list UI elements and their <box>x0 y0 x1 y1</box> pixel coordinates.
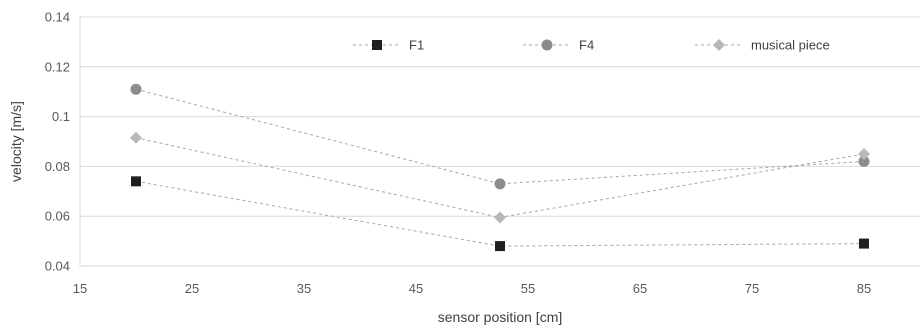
y-axis-title: velocity [m/s] <box>8 101 24 182</box>
legend: F1 F4 musical piece <box>353 38 830 53</box>
data-point <box>131 176 141 187</box>
y-tick-label: 0.14 <box>45 10 70 25</box>
y-tick-label: 0.04 <box>45 259 70 274</box>
series-f1 <box>131 176 869 252</box>
data-point <box>130 83 142 95</box>
series-line <box>135 88 865 185</box>
y-tick-label: 0.12 <box>45 59 70 74</box>
legend-label: musical piece <box>751 38 830 53</box>
x-tick-label: 55 <box>521 281 535 296</box>
legend-marker <box>372 40 382 50</box>
legend-marker <box>713 39 725 51</box>
series-layer <box>130 83 870 252</box>
legend-label: F1 <box>409 38 424 53</box>
data-point <box>858 155 870 167</box>
data-point <box>494 178 506 190</box>
gridlines <box>80 16 920 267</box>
legend-item: F1 <box>353 38 424 53</box>
series-f4 <box>130 83 870 190</box>
x-axis-title: sensor position [cm] <box>438 309 563 325</box>
series-line <box>135 137 865 218</box>
data-point <box>495 241 505 252</box>
legend-item: F4 <box>523 38 594 53</box>
y-axis: 0.04 0.06 0.08 0.1 0.12 0.14 <box>45 10 81 274</box>
x-tick-label: 75 <box>745 281 759 296</box>
x-axis: 15 25 35 45 55 65 75 85 <box>73 281 871 296</box>
y-tick-label: 0.1 <box>52 109 70 124</box>
series-line <box>135 180 865 247</box>
x-tick-label: 15 <box>73 281 87 296</box>
x-tick-label: 45 <box>409 281 423 296</box>
series-musical-piece <box>130 131 870 224</box>
legend-label: F4 <box>579 38 594 53</box>
legend-item: musical piece <box>695 38 830 53</box>
y-tick-label: 0.08 <box>45 159 70 174</box>
x-tick-label: 25 <box>185 281 199 296</box>
x-tick-label: 35 <box>297 281 311 296</box>
data-point <box>494 211 506 224</box>
legend-marker <box>541 39 553 51</box>
data-point <box>858 147 870 160</box>
y-tick-label: 0.06 <box>45 209 70 224</box>
data-point <box>859 238 869 249</box>
data-point <box>130 131 142 144</box>
x-tick-label: 85 <box>857 281 871 296</box>
x-tick-label: 65 <box>633 281 647 296</box>
